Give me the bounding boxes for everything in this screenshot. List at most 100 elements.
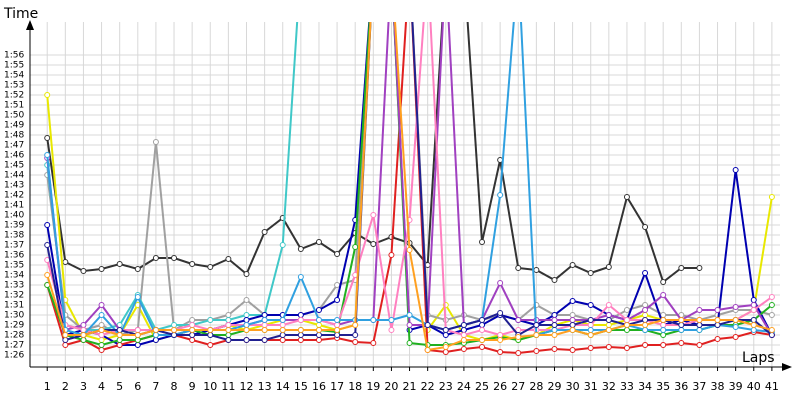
point	[225, 337, 232, 343]
point	[750, 307, 757, 313]
point	[714, 336, 721, 342]
x-tick-label: 28	[529, 380, 543, 393]
x-tick-label: 2	[62, 380, 69, 393]
point	[696, 307, 703, 313]
point	[189, 327, 196, 333]
point	[587, 317, 594, 323]
x-tick-label: 26	[493, 380, 507, 393]
point	[134, 327, 141, 333]
point	[98, 302, 105, 308]
point	[189, 261, 196, 267]
point	[515, 350, 522, 356]
x-tick-label: 6	[134, 380, 141, 393]
point	[768, 332, 775, 338]
point	[696, 317, 703, 323]
x-axis-arrow	[782, 363, 792, 371]
point	[171, 322, 178, 328]
point	[660, 312, 667, 318]
point	[515, 265, 522, 271]
point	[714, 307, 721, 313]
x-tick-label: 23	[439, 380, 453, 393]
point	[334, 297, 341, 303]
x-tick-label: 8	[171, 380, 178, 393]
point	[424, 347, 431, 353]
point	[533, 267, 540, 273]
y-tick-label: 1:52	[4, 91, 24, 101]
point	[642, 307, 649, 313]
point	[642, 270, 649, 276]
point	[406, 340, 413, 346]
point	[642, 312, 649, 318]
point	[225, 322, 232, 328]
point	[44, 242, 51, 248]
x-tick-label: 17	[330, 380, 344, 393]
point	[315, 332, 322, 338]
point	[98, 312, 105, 318]
x-tick-label: 30	[566, 380, 580, 393]
point	[551, 346, 558, 352]
x-tick-label: 22	[421, 380, 435, 393]
x-tick-label: 38	[711, 380, 725, 393]
point	[642, 327, 649, 333]
point	[297, 312, 304, 318]
point	[515, 334, 522, 340]
y-tick-label: 1:41	[4, 201, 24, 211]
point	[460, 327, 467, 333]
point	[134, 342, 141, 348]
point	[768, 302, 775, 308]
y-tick-label: 1:55	[4, 61, 24, 71]
point	[261, 337, 268, 343]
series-line	[46, 22, 773, 337]
y-tick-label: 1:30	[4, 311, 24, 321]
point	[297, 317, 304, 323]
point	[569, 298, 576, 304]
point	[678, 340, 685, 346]
point	[80, 332, 87, 338]
point	[116, 327, 123, 333]
point	[207, 332, 214, 338]
point	[406, 247, 413, 253]
y-tick-label: 1:28	[4, 331, 24, 341]
point	[551, 277, 558, 283]
y-tick-label: 1:43	[4, 181, 24, 191]
point	[243, 271, 250, 277]
point	[442, 349, 449, 355]
point	[605, 327, 612, 333]
point	[279, 242, 286, 248]
x-tick-label: 15	[294, 380, 308, 393]
point	[207, 317, 214, 323]
point	[460, 337, 467, 343]
point	[152, 337, 159, 343]
point	[388, 327, 395, 333]
y-tick-label: 1:26	[4, 351, 24, 361]
point	[261, 312, 268, 318]
y-axis-arrow	[26, 20, 34, 30]
point	[279, 327, 286, 333]
point	[750, 302, 757, 308]
point	[44, 135, 51, 141]
point	[569, 327, 576, 333]
point	[80, 268, 87, 274]
point	[297, 246, 304, 252]
point	[732, 334, 739, 340]
y-tick-label: 1:27	[4, 341, 24, 351]
point	[352, 244, 359, 250]
point	[134, 266, 141, 272]
plot-area	[44, 22, 775, 356]
point	[605, 312, 612, 318]
point	[732, 167, 739, 173]
point	[714, 322, 721, 328]
point	[334, 251, 341, 257]
point	[116, 342, 123, 348]
point	[497, 349, 504, 355]
point	[297, 337, 304, 343]
point	[479, 344, 486, 350]
point	[605, 322, 612, 328]
point	[533, 332, 540, 338]
x-tick-label: 34	[638, 380, 652, 393]
y-tick-label: 1:50	[4, 111, 24, 121]
point	[732, 324, 739, 330]
point	[768, 312, 775, 318]
x-tick-label: 41	[765, 380, 779, 393]
point	[660, 332, 667, 338]
